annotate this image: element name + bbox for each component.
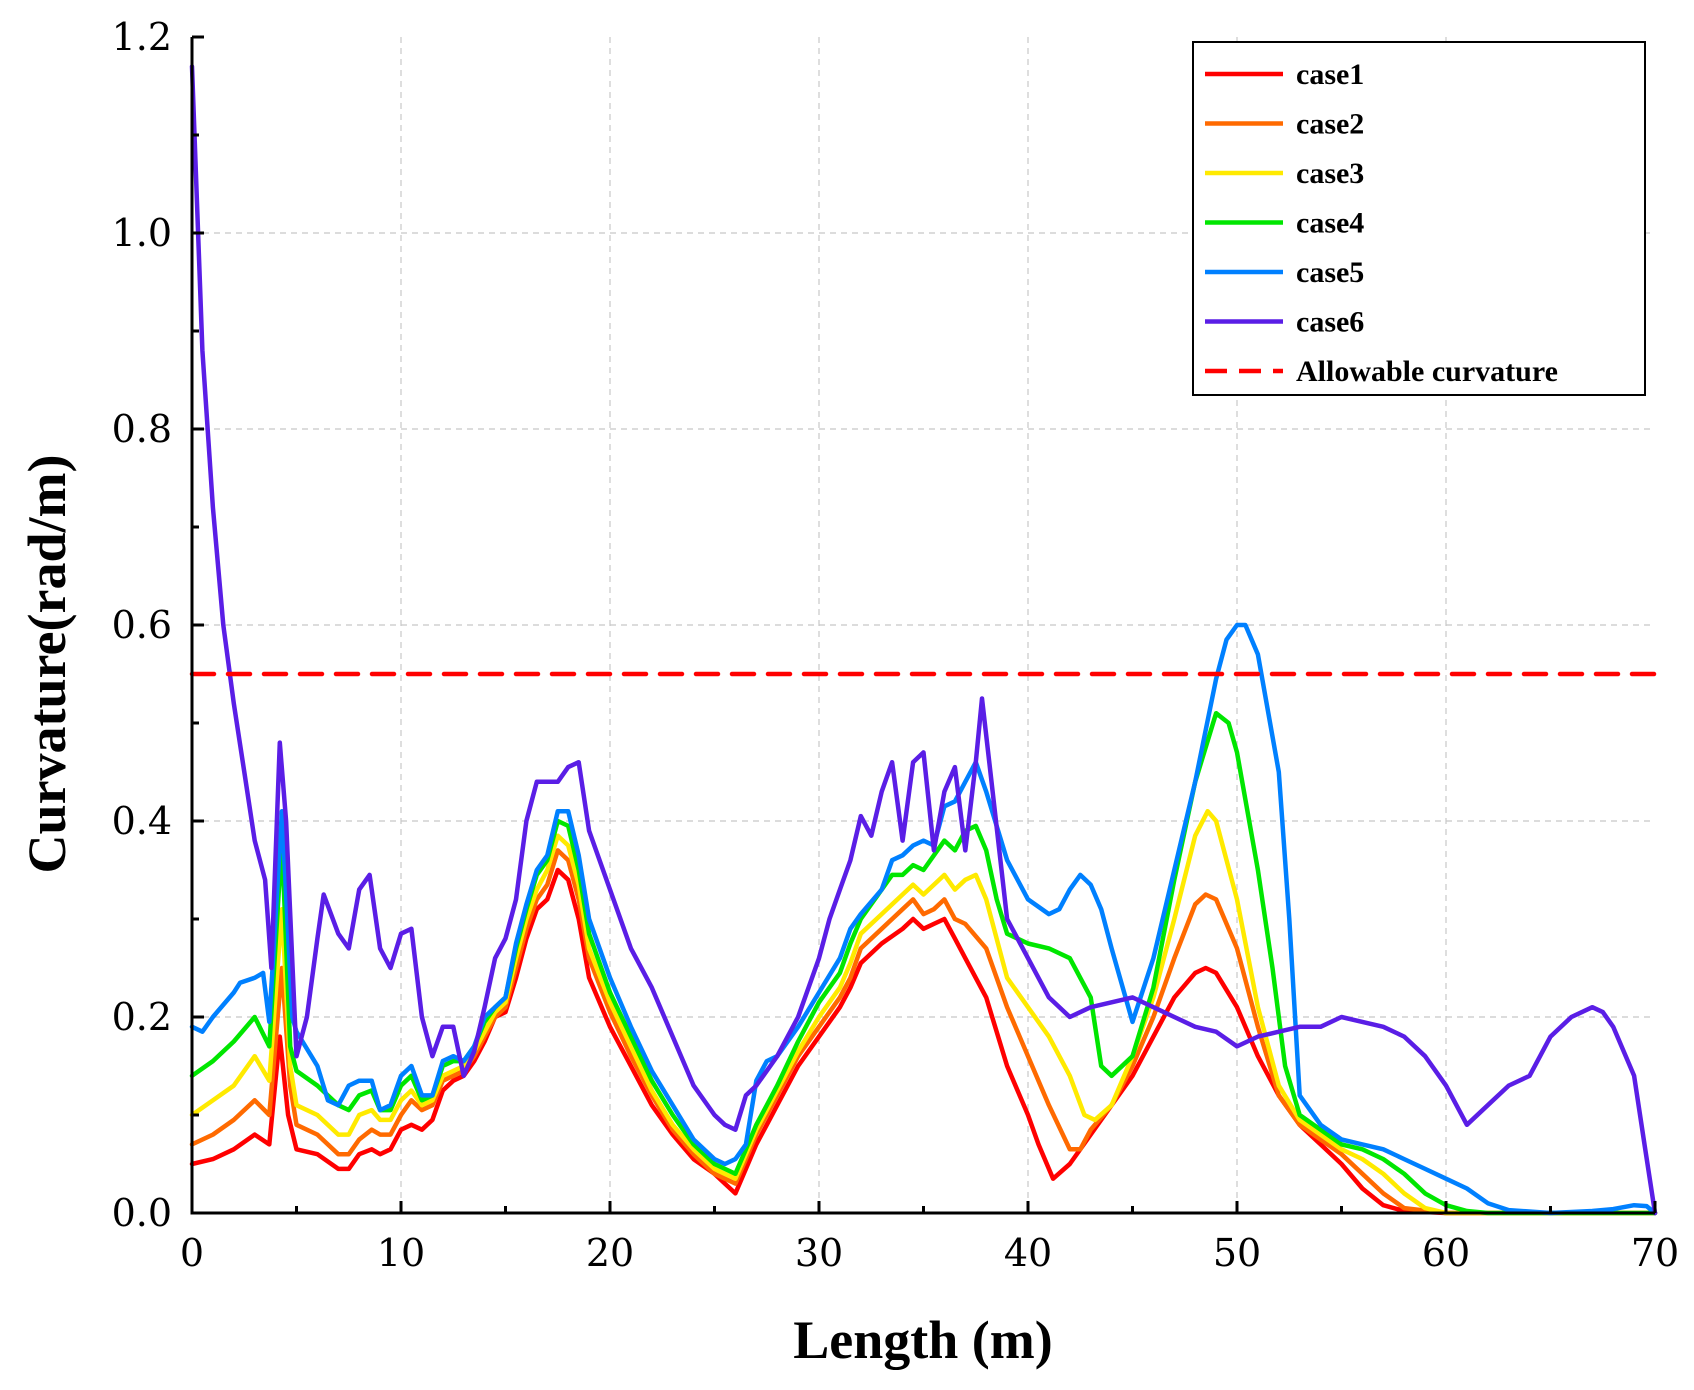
- y-axis-title: Curvature(rad/m): [17, 455, 77, 874]
- series-line-case2: [189, 848, 1658, 1216]
- legend-label: case1: [1296, 58, 1364, 91]
- legend-label: case4: [1296, 207, 1364, 240]
- series-layer: [189, 64, 1658, 1216]
- x-tick-label: 50: [1213, 1231, 1261, 1275]
- legend-label: case3: [1296, 157, 1364, 190]
- legend: case1 case2 case3 case4 case5 case6 Allowable …: [1192, 41, 1646, 396]
- series-line-case6: [189, 64, 1658, 1216]
- legend-label: case5: [1296, 256, 1364, 289]
- x-axis-title: Length (m): [793, 1310, 1052, 1370]
- series-line-case4: [189, 710, 1658, 1216]
- y-tick-label: 0.2: [112, 995, 172, 1039]
- y-tick-label: 1.2: [112, 15, 172, 59]
- x-tick-label: 10: [377, 1231, 425, 1275]
- legend-label: case6: [1296, 306, 1364, 339]
- x-tick-label: 60: [1422, 1231, 1470, 1275]
- legend-label: case2: [1296, 108, 1364, 141]
- y-tick-label: 0.8: [112, 407, 172, 451]
- x-tick-label: 30: [795, 1231, 843, 1275]
- x-tick-label: 70: [1631, 1231, 1679, 1275]
- series-line-case5: [189, 622, 1658, 1216]
- series-line-case1: [189, 867, 1658, 1216]
- x-tick-label: 20: [586, 1231, 634, 1275]
- y-tick-label: 0.6: [112, 603, 172, 647]
- legend-box: [1192, 41, 1646, 396]
- y-tick-label: 0.4: [112, 799, 172, 843]
- y-tick-label: 0.0: [112, 1191, 172, 1235]
- ticks-layer: 0 10 20 30 40 50 60 70 0.0 0.2 0.4 0.6 0.8 1.0 1.2: [112, 15, 1680, 1275]
- x-tick-label: 0: [180, 1231, 204, 1275]
- legend-items: case1 case2 case3 case4 case5 case6 Allowable …: [1205, 58, 1558, 388]
- legend-label: Allowable curvature: [1296, 355, 1558, 388]
- y-tick-label: 1.0: [112, 211, 172, 255]
- x-tick-label: 40: [1004, 1231, 1052, 1275]
